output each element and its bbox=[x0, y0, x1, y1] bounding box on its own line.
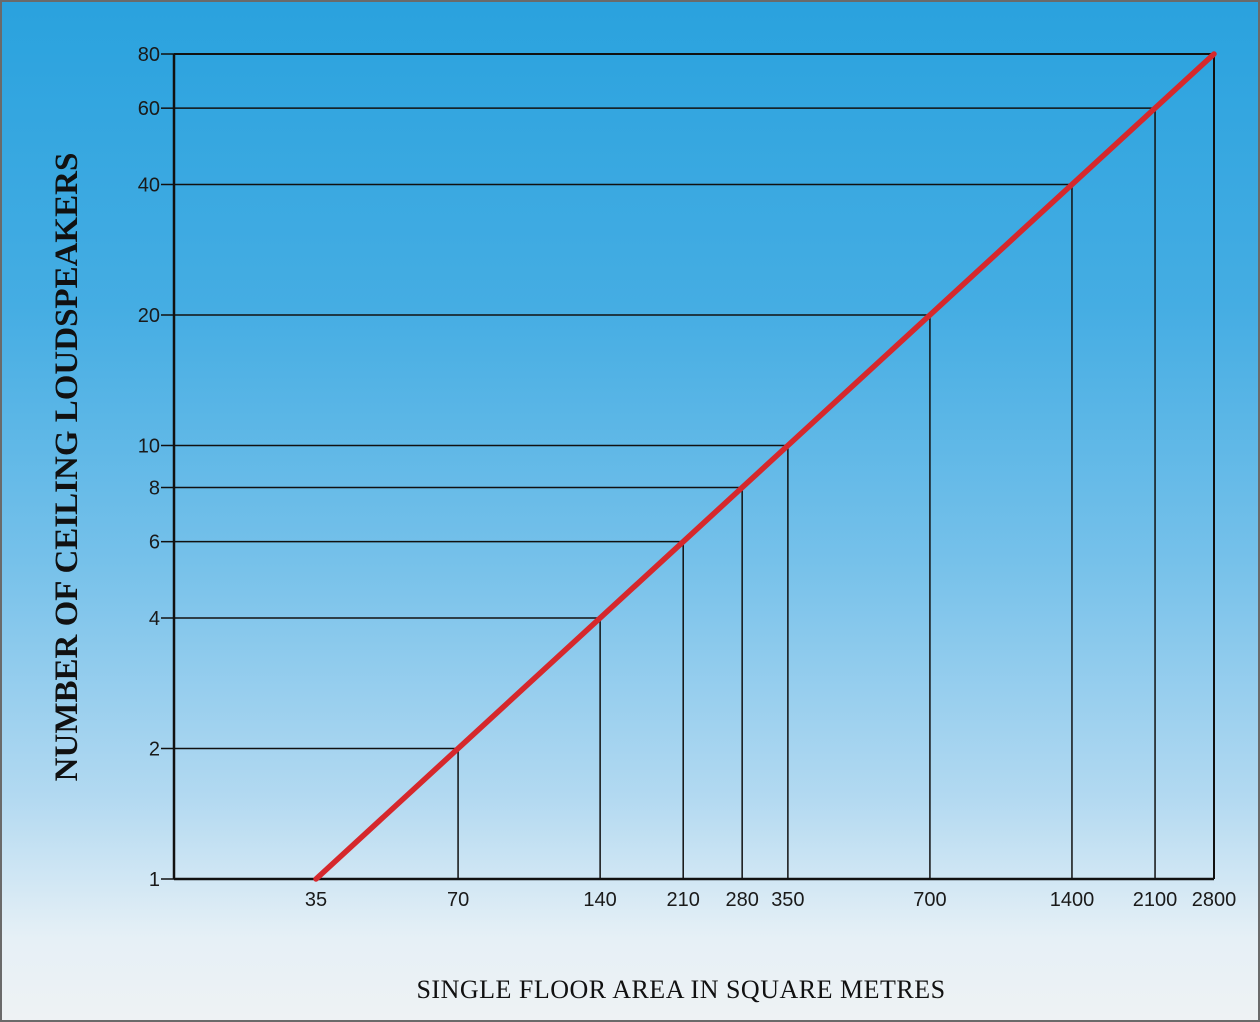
y-tick-label: 60 bbox=[138, 98, 160, 120]
x-tick-label: 280 bbox=[725, 889, 758, 911]
y-tick-label: 40 bbox=[138, 174, 160, 196]
y-tick-label: 4 bbox=[149, 608, 160, 630]
x-tick-label: 140 bbox=[583, 889, 616, 911]
x-tick-label: 210 bbox=[667, 889, 700, 911]
y-tick-label: 8 bbox=[149, 478, 160, 500]
y-tick-label: 1 bbox=[149, 869, 160, 891]
y-tick-label: 80 bbox=[138, 44, 160, 66]
x-tick-label: 700 bbox=[913, 889, 946, 911]
x-tick-label: 70 bbox=[447, 889, 469, 911]
x-axis-title: SINGLE FLOOR AREA IN SQUARE METRES bbox=[416, 975, 945, 1004]
x-tick-label: 2100 bbox=[1133, 889, 1178, 911]
series-line bbox=[313, 51, 1217, 882]
reference-lines bbox=[174, 53, 1215, 879]
x-tick-label: 1400 bbox=[1050, 889, 1095, 911]
ticks: 1 2 4 6 8 10 20 40 60 80 35 70 140 210 280 350 700 1400 21… bbox=[138, 44, 1237, 911]
series-group bbox=[313, 51, 1217, 882]
y-axis-title: NUMBER OF CEILING LOUDSPEAKERS bbox=[49, 153, 85, 782]
y-tick-label: 20 bbox=[138, 305, 160, 327]
x-tick-label: 35 bbox=[305, 889, 327, 911]
x-tick-label: 2800 bbox=[1192, 889, 1237, 911]
y-tick-label: 10 bbox=[138, 435, 160, 457]
y-tick-label: 6 bbox=[149, 532, 160, 554]
axes bbox=[172, 53, 1215, 881]
y-tick-label: 2 bbox=[149, 739, 160, 761]
x-tick-label: 350 bbox=[771, 889, 804, 911]
